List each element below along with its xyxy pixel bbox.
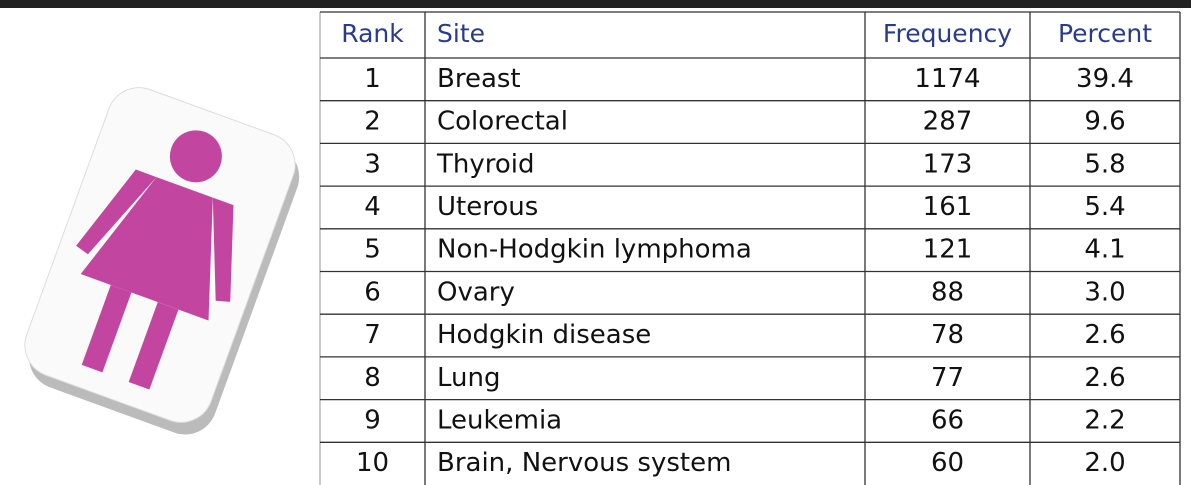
header-cell: Percent: [1058, 19, 1152, 48]
site-cell: Uterous: [437, 192, 538, 222]
value-cell: 7: [364, 320, 381, 350]
value-cell: 1: [364, 64, 381, 94]
value-cell: 5.8: [1084, 149, 1125, 179]
value-cell: 2: [364, 107, 381, 137]
value-cell: 2.2: [1084, 405, 1125, 435]
value-cell: 5: [364, 235, 381, 265]
value-cell: 66: [931, 405, 964, 435]
table-cells: Rank Site Frequency Percent 1 Breast 1174 39.4 2…: [341, 19, 1152, 478]
header-cell: Site: [437, 19, 485, 48]
site-cell: Brain, Nervous system: [437, 448, 731, 478]
value-cell: 9.6: [1084, 107, 1125, 137]
site-cell: Thyroid: [436, 149, 535, 179]
value-cell: 161: [923, 192, 973, 222]
site-cell: Lung: [437, 363, 501, 393]
site-cell: Colorectal: [437, 107, 568, 137]
value-cell: 4: [364, 192, 381, 222]
value-cell: 2.6: [1084, 320, 1125, 350]
value-cell: 78: [931, 320, 964, 350]
value-cell: 8: [364, 363, 381, 393]
female-icon: [24, 87, 300, 435]
site-cell: Ovary: [437, 277, 515, 307]
icon-figure: [76, 130, 234, 390]
value-cell: 9: [364, 405, 381, 435]
top-strip: [0, 0, 1191, 8]
header-cell: Rank: [341, 19, 404, 48]
header-cell: Frequency: [883, 19, 1012, 48]
value-cell: 287: [923, 107, 973, 137]
value-cell: 3.0: [1084, 277, 1125, 307]
site-cell: Leukemia: [437, 405, 562, 435]
value-cell: 88: [931, 277, 964, 307]
value-cell: 39.4: [1076, 64, 1134, 94]
site-cell: Non-Hodgkin lymphoma: [437, 235, 752, 265]
value-cell: 3: [364, 149, 381, 179]
value-cell: 2.6: [1084, 363, 1125, 393]
value-cell: 4.1: [1084, 235, 1125, 265]
value-cell: 77: [931, 363, 964, 393]
value-cell: 10: [356, 448, 389, 478]
value-cell: 1174: [914, 64, 980, 94]
value-cell: 173: [923, 149, 973, 179]
value-cell: 2.0: [1084, 448, 1125, 478]
site-cell: Breast: [437, 64, 521, 94]
value-cell: 6: [364, 277, 381, 307]
value-cell: 121: [923, 235, 973, 265]
site-cell: Hodgkin disease: [437, 320, 651, 350]
value-cell: 60: [931, 448, 964, 478]
value-cell: 5.4: [1084, 192, 1125, 222]
table-grid: [319, 11, 1181, 485]
